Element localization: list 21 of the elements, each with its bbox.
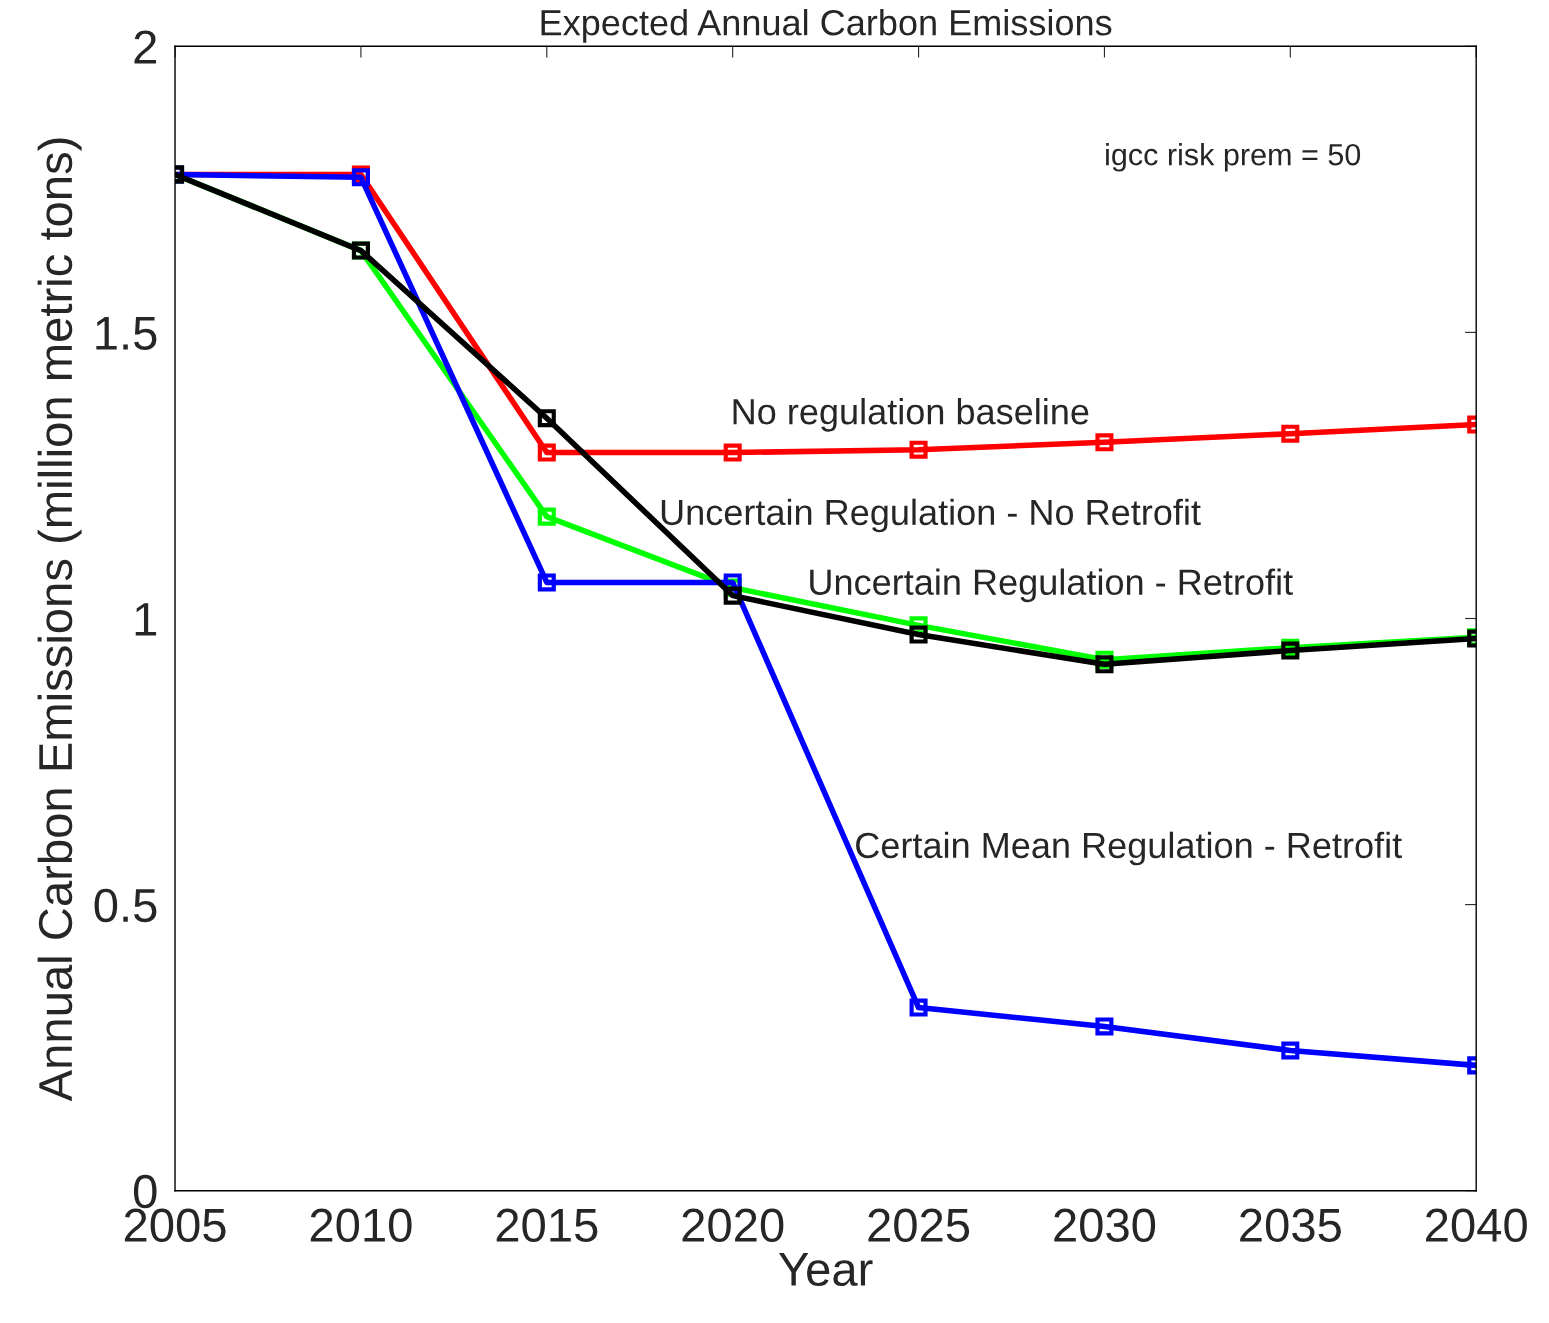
annotation: Uncertain Regulation - Retrofit bbox=[810, 568, 1293, 603]
y-axis-title: Annual Carbon Emissions (million metric tons) bbox=[37, 138, 82, 1102]
x-tick-label: 2030 bbox=[1054, 1208, 1156, 1243]
x-axis-title: Year bbox=[778, 1253, 873, 1287]
x-tick-label: 2040 bbox=[1426, 1208, 1527, 1243]
y-tick-label: 1 bbox=[135, 603, 157, 636]
x-tick-label: 2005 bbox=[124, 1208, 226, 1243]
annotation: Certain Mean Regulation - Retrofit bbox=[856, 831, 1402, 866]
x-tick-label: 2035 bbox=[1240, 1208, 1341, 1243]
y-tick-label: 0.5 bbox=[94, 888, 157, 923]
y-tick-label: 1.5 bbox=[96, 317, 157, 350]
y-tick-label: 0 bbox=[133, 1174, 157, 1209]
x-tick-label: 2025 bbox=[868, 1208, 970, 1243]
x-tick-label: 2015 bbox=[496, 1208, 598, 1243]
x-tick-label: 2020 bbox=[682, 1208, 784, 1243]
annotation: No regulation baseline bbox=[733, 397, 1089, 432]
x-tick-label: 2010 bbox=[310, 1208, 412, 1243]
annotation: igcc risk prem = 50 bbox=[1106, 143, 1361, 172]
chart-title: Expected Annual Carbon Emissions bbox=[541, 9, 1112, 43]
y-tick-label: 2 bbox=[134, 30, 156, 64]
annotation: Uncertain Regulation - No Retrofit bbox=[661, 498, 1201, 533]
